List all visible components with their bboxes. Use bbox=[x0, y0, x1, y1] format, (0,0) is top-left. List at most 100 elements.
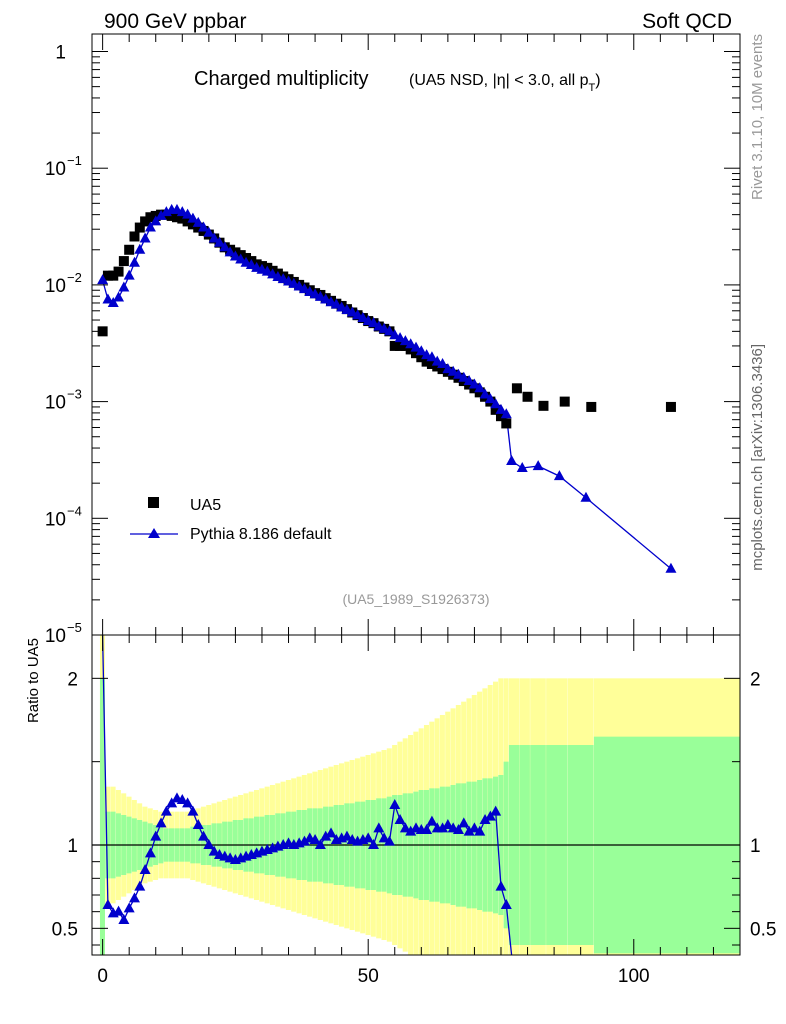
ratio-point bbox=[182, 797, 194, 808]
ratio-point bbox=[113, 905, 125, 916]
pythia-point bbox=[208, 232, 220, 243]
ratio-point bbox=[458, 817, 470, 828]
main-panel: 110−110−210−310−410−5 Charged multiplici… bbox=[45, 33, 741, 647]
ua5-point bbox=[411, 348, 421, 359]
pythia-point bbox=[229, 250, 241, 261]
ratio-point bbox=[325, 827, 337, 838]
pythia-point bbox=[113, 291, 125, 302]
ua5-point bbox=[102, 270, 113, 281]
chart-subtitle-sub: T bbox=[589, 82, 596, 94]
pythia-point bbox=[357, 312, 369, 323]
pythia-point bbox=[182, 208, 194, 219]
pythia-point bbox=[474, 382, 486, 393]
pythia-point bbox=[452, 368, 464, 379]
ua5-point bbox=[182, 216, 193, 227]
pythia-point bbox=[128, 256, 140, 267]
ua5-point bbox=[400, 340, 411, 351]
main-ytick-exponent: −3 bbox=[67, 387, 82, 402]
ua5-point bbox=[389, 340, 400, 351]
pythia-point bbox=[139, 232, 151, 243]
ua5-point bbox=[559, 396, 570, 407]
legend-label-ua5: UA5 bbox=[190, 497, 221, 514]
pythia-point bbox=[410, 341, 422, 352]
main-data-layer bbox=[97, 203, 677, 573]
ratio-point bbox=[474, 825, 486, 836]
pythia-point bbox=[463, 375, 475, 386]
pythia-point bbox=[665, 562, 677, 573]
ratio-point bbox=[144, 847, 156, 858]
main-ytick-label: 10 bbox=[45, 276, 66, 297]
ratio-point bbox=[495, 880, 507, 891]
pythia-point bbox=[490, 398, 502, 409]
pythia-point bbox=[580, 491, 592, 502]
main-ytick-exponent: −4 bbox=[67, 503, 82, 518]
ratio-point bbox=[490, 805, 502, 816]
ratio-point bbox=[405, 825, 417, 836]
ua5-point bbox=[426, 358, 437, 369]
pythia-point bbox=[192, 216, 204, 227]
ua5-point bbox=[490, 404, 501, 415]
ratio-point bbox=[203, 839, 215, 849]
ratio-point bbox=[160, 805, 172, 816]
ratio-point bbox=[468, 822, 480, 833]
ratio-band-inner bbox=[99, 678, 105, 955]
ua5-point bbox=[134, 222, 145, 233]
pythia-point bbox=[405, 338, 417, 349]
pythia-point bbox=[484, 393, 496, 404]
ratio-point bbox=[362, 832, 374, 843]
pythia-point bbox=[107, 296, 119, 307]
pythia-point bbox=[123, 269, 135, 280]
ratio-point bbox=[341, 830, 353, 841]
pythia-point bbox=[330, 298, 342, 309]
ratio-line bbox=[101, 634, 513, 956]
pythia-point bbox=[213, 236, 225, 247]
main-axes: 110−110−210−310−410−5 bbox=[45, 34, 740, 647]
chart-subtitle-main: (UA5 NSD, |η| < 3.0, all p bbox=[409, 72, 589, 89]
ua5-point bbox=[538, 400, 549, 411]
side-label-mcplots: mcplots.cern.ch [arXiv:1306.3436] bbox=[749, 344, 766, 571]
ratio-point bbox=[298, 835, 310, 846]
legend: UA5 Pythia 8.186 default bbox=[130, 497, 332, 543]
main-ytick-label: 10 bbox=[45, 626, 66, 647]
chart-title: Charged multiplicity bbox=[194, 68, 369, 90]
ratio-point bbox=[426, 815, 438, 826]
pythia-point bbox=[468, 378, 480, 389]
ratio-point bbox=[208, 845, 220, 856]
ua5-point bbox=[405, 344, 416, 355]
header-right: Soft QCD bbox=[642, 10, 732, 33]
ratio-point bbox=[373, 822, 385, 833]
chart-subtitle-end: ) bbox=[595, 72, 600, 89]
ratio-point bbox=[309, 834, 321, 844]
pythia-point bbox=[118, 281, 130, 292]
pythia-point bbox=[102, 293, 114, 304]
ua5-point bbox=[108, 270, 119, 281]
ratio-point bbox=[437, 822, 449, 833]
pythia-point bbox=[500, 408, 512, 419]
main-ytick-exponent: −5 bbox=[67, 620, 82, 635]
pythia-point bbox=[155, 209, 167, 220]
ratio-xtick-label: 50 bbox=[358, 966, 379, 987]
chart-subtitle: (UA5 NSD, |η| < 3.0, all pT) bbox=[409, 72, 601, 94]
main-ytick-exponent: −2 bbox=[67, 270, 82, 285]
ratio-xtick-label: 0 bbox=[97, 966, 108, 987]
ua5-point bbox=[113, 266, 124, 277]
pythia-point bbox=[506, 454, 518, 465]
ratio-point bbox=[128, 892, 140, 903]
ratio-ytick-label: 2 bbox=[67, 669, 78, 690]
ua5-point bbox=[437, 364, 448, 375]
legend-marker-ua5 bbox=[148, 497, 159, 508]
main-ytick-label: 10 bbox=[45, 509, 66, 530]
ua5-point bbox=[118, 256, 129, 267]
ua5-point bbox=[395, 340, 406, 351]
ratio-data-layer bbox=[101, 634, 513, 956]
pythia-point bbox=[144, 221, 156, 232]
ua5-point bbox=[501, 418, 512, 429]
ratio-point bbox=[389, 799, 401, 809]
ratio-frame bbox=[91, 634, 741, 956]
ua5-point bbox=[145, 212, 156, 223]
pythia-point bbox=[447, 365, 459, 376]
ratio-point bbox=[118, 914, 130, 924]
main-ytick-label: 10 bbox=[45, 159, 66, 180]
ua5-point bbox=[522, 391, 533, 402]
